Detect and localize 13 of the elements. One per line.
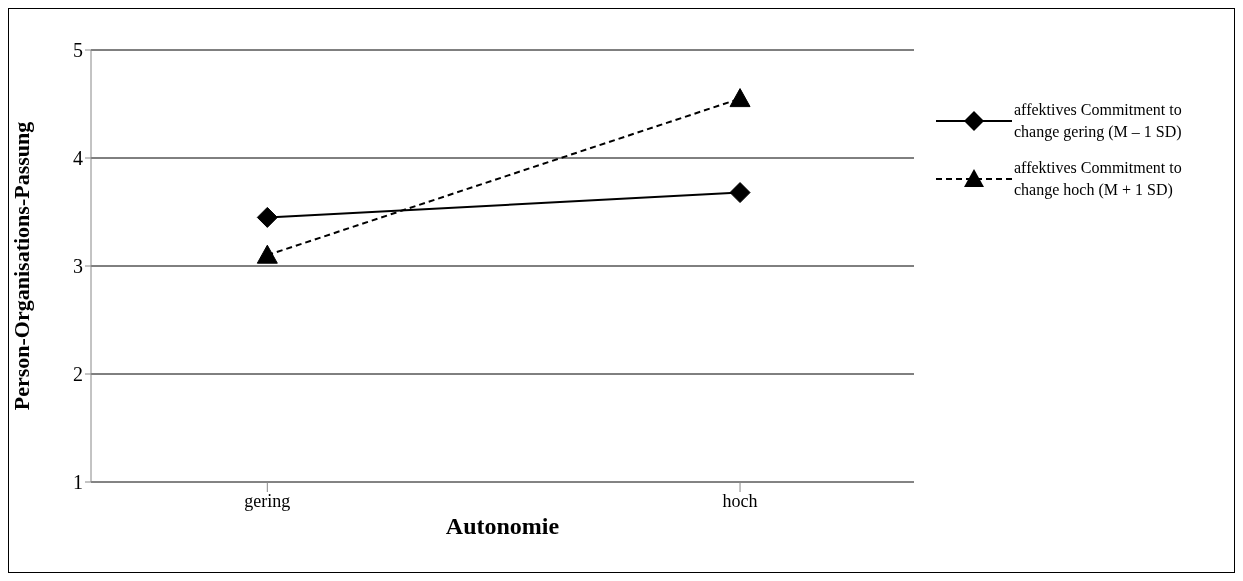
x-tick-label: hoch bbox=[722, 490, 758, 511]
point bbox=[729, 182, 751, 204]
y-tick-label: 2 bbox=[73, 363, 83, 386]
x-tick-label: gering bbox=[244, 490, 291, 511]
legend-label: affektives Commitment to change gering (M – 1 SD) bbox=[1014, 100, 1183, 143]
y-tick-label: 3 bbox=[73, 255, 83, 278]
y-tick-label: 5 bbox=[73, 39, 83, 62]
y-axis-title: Person-Organisations-Passung bbox=[8, 121, 34, 411]
legend-label: affektives Commitment to change hoch (M + 1 SD) bbox=[1014, 158, 1183, 201]
x-axis-title: Autonomie bbox=[445, 513, 560, 539]
y-tick-label: 1 bbox=[73, 471, 83, 494]
y-tick-label: 4 bbox=[73, 147, 83, 170]
point bbox=[256, 206, 278, 228]
